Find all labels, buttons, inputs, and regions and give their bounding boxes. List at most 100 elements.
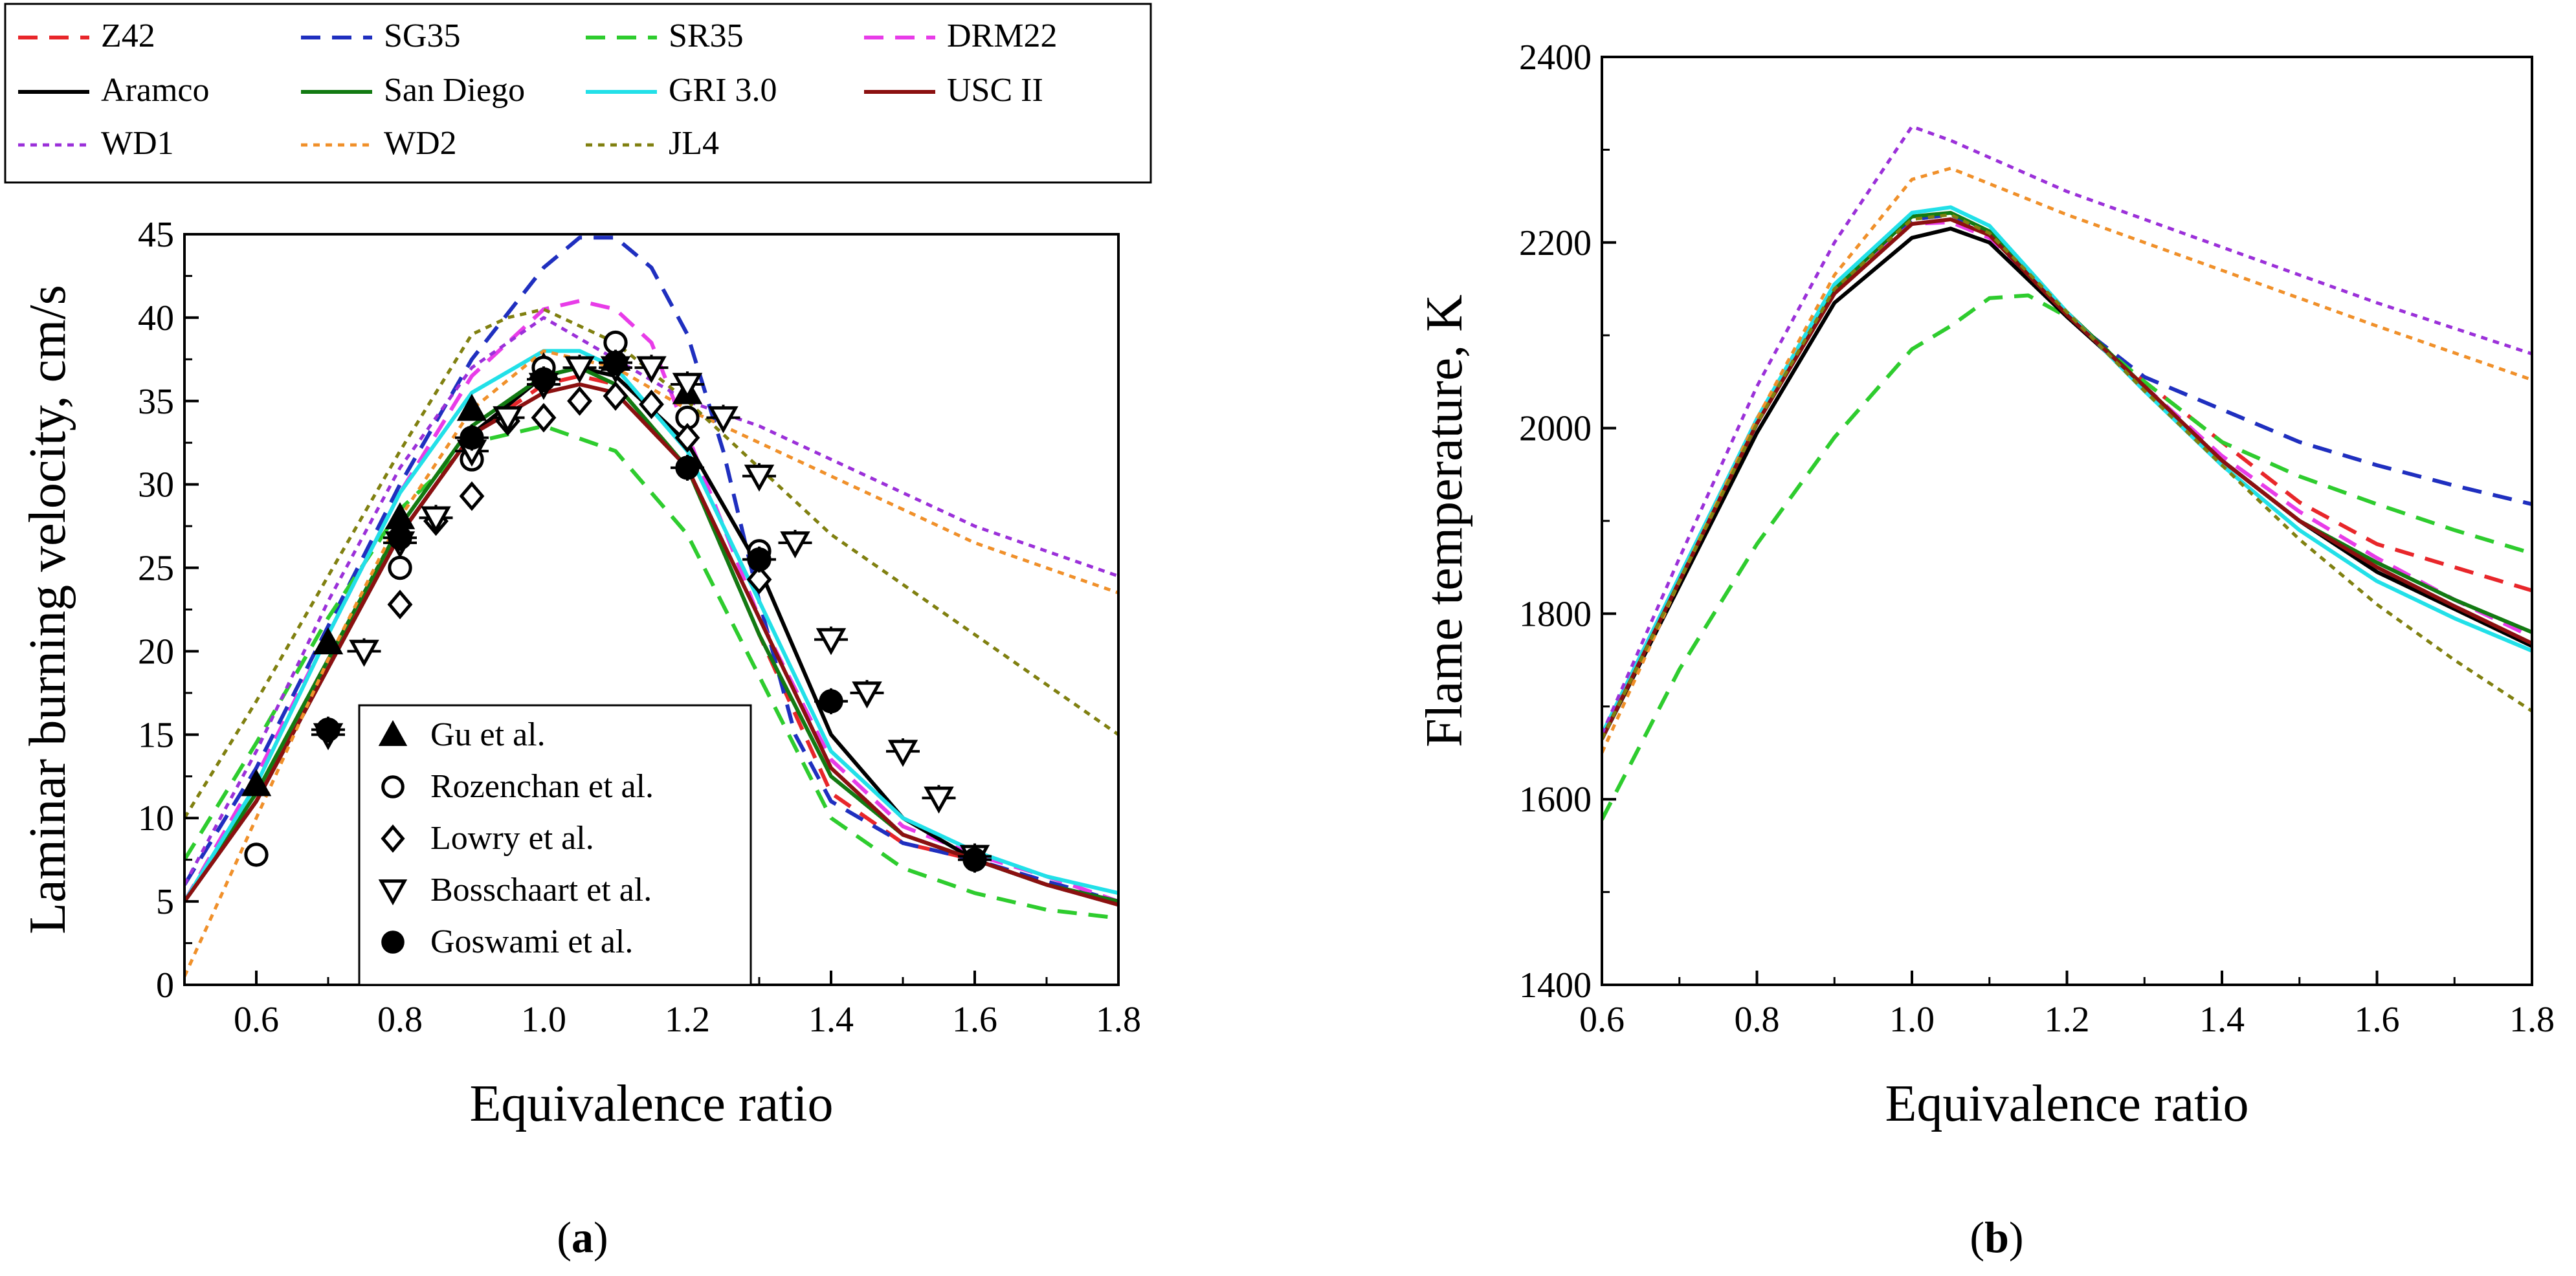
caption-b-letter: b [1984,1213,2009,1262]
panel-a-point-goswami-et-al [675,456,700,480]
panel-a-ytick-label-2: 10 [138,798,174,839]
panel-a-ticks-group: 0.6 0.8 1.0 1.2 1.4 1.6 1.8 0 5 10 15 20 25 30 35 40 45 [138,215,1141,1040]
panel-a-xtick-label-1: 0.8 [377,1000,423,1040]
model-legend-frame [4,3,1152,184]
panel-a-xtick-label-4: 1.4 [808,1000,854,1040]
legend-entry-gri-3-0: GRI 3.0 [586,72,777,109]
panel-b-xtick-label-0: 0.6 [1579,1000,1625,1040]
caption-a: (a) [557,1213,608,1262]
panel-b-series-z42 [1602,212,2532,740]
panel-a-point-goswami-et-al [460,425,484,450]
panel-b-series-sg35 [1602,212,2532,740]
legend-entry-sr35: SR35 [586,17,744,54]
panel-a-point-bosschaart-et-al [887,740,918,767]
panel-a-point-bosschaart-et-al [672,373,703,401]
panel-b-ticks-group: 0.6 0.8 1.0 1.2 1.4 1.6 1.8 1400 1600 1800 2000 220… [1519,38,2555,1040]
legend-label-gri-3-0: GRI 3.0 [669,72,777,109]
panel-a-xtick-label-0: 0.6 [234,1000,279,1040]
panel-a-markers-group [241,330,992,873]
experiment-legend-entry-rozenchan-et-al: Rozenchan et al. [381,768,654,805]
panel-a-x-axis-label: Equivalence ratio [470,1075,834,1132]
caption-a-letter: a [572,1213,594,1262]
panel-b-series-drm22 [1602,220,2532,740]
panel-a-point-bosschaart-et-al [852,681,882,709]
panel-b-chart: 0.6 0.8 1.0 1.2 1.4 1.6 1.8 1400 1600 1800 2000 220… [1416,38,2555,1132]
panel-b-series-usc-ii [1602,217,2532,740]
panel-a-xtick-label-2: 1.0 [521,1000,566,1040]
panel-a-point-goswami-et-al [316,717,340,742]
legend-label-sg35: SG35 [384,17,460,54]
panel-b-y-axis-label: Flame temperature, K [1416,294,1473,747]
panel-a-point-bosschaart-et-al [780,531,810,559]
experiment-legend-marker-bosschaart-et-al [378,879,408,906]
panel-b-ytick-label-5: 2400 [1519,38,1592,78]
legend-label-wd2: WD2 [384,125,457,162]
panel-a-point-bosschaart-et-al [564,356,595,384]
legend-entry-jl4: JL4 [586,125,719,162]
legend-entry-drm22: DRM22 [864,17,1057,54]
panel-b-xtick-label-6: 1.8 [2509,1000,2555,1040]
legend-label-san-diego: San Diego [384,72,525,109]
panel-a-ytick-label-8: 40 [138,298,174,338]
experiment-legend-marker-goswami-et-al [381,930,405,954]
panel-a-series-wd2 [184,349,1118,978]
panel-b-xtick-label-5: 1.6 [2355,1000,2400,1040]
panel-a-point-bosschaart-et-al [708,406,738,434]
legend-entry-san-diego: San Diego [301,72,525,109]
experiment-legend-entry-goswami-et-al: Goswami et al. [381,923,633,960]
panel-b-x-axis-label: Equivalence ratio [1885,1075,2249,1132]
model-legend: Z42 SG35 SR35 DRM22 Aramco San Diego GRI 3.0 US… [4,3,1152,184]
experiment-legend-entry-lowry-et-al: Lowry et al. [381,820,594,857]
panel-a-ytick-label-0: 0 [156,965,174,1006]
panel-a-ytick-label-3: 15 [138,715,174,755]
legend-entry-wd2: WD2 [301,125,457,162]
panel-a-ytick-label-1: 5 [156,882,174,922]
panel-a-ytick-label-9: 45 [138,215,174,255]
panel-a-point-goswami-et-al [747,547,772,572]
panel-b-series-san-diego [1602,210,2532,740]
legend-entry-wd1: WD1 [18,125,174,162]
panel-a-ytick-label-4: 20 [138,632,174,672]
legend-label-drm22: DRM22 [947,17,1057,54]
panel-b-plot-frame [1601,56,2533,986]
experiment-legend-label-bosschaart-et-al: Bosschaart et al. [430,872,652,908]
panel-a-point-bosschaart-et-al [816,628,847,655]
panel-a-y-axis-label: Laminar burning velocity, cm/s [19,285,76,934]
panel-a-xtick-label-6: 1.8 [1096,1000,1141,1040]
panel-a-point-goswami-et-al [388,525,412,550]
panel-b-ytick-label-4: 2200 [1519,223,1592,263]
panel-a-point-goswami-et-al [603,350,628,375]
legend-entry-z42: Z42 [18,17,155,54]
panel-b-series-jl4 [1602,213,2532,740]
experiment-legend-label-rozenchan-et-al: Rozenchan et al. [430,768,654,805]
panel-a-point-lowry-et-al [459,481,485,511]
panel-b-series-aramco [1602,226,2532,740]
legend-label-jl4: JL4 [669,125,719,162]
panel-b-series-gri-3-0 [1602,205,2532,736]
panel-a-point-lowry-et-al [674,423,700,453]
experiment-legend-frame [358,704,752,986]
legend-entry-aramco: Aramco [18,72,209,109]
panel-a-point-goswami-et-al [531,367,556,391]
panel-a-xtick-label-5: 1.6 [952,1000,997,1040]
panel-a-point-bosschaart-et-al [349,639,379,667]
panel-a-point-rozenchan-et-al [388,555,412,580]
panel-b-series-group [1602,125,2532,821]
panel-a-point-goswami-et-al [819,689,843,714]
panel-b-series-sr35 [1602,293,2532,821]
panel-a-chart: 0.6 0.8 1.0 1.2 1.4 1.6 1.8051015202530354045 … [19,215,1141,1132]
panel-a-point-bosschaart-et-al [493,406,523,434]
panel-b-series-wd1 [1602,125,2532,735]
legend-label-aramco: Aramco [101,72,209,109]
experiment-legend-entry-gu-et-al: Gu et al. [378,716,546,753]
panel-a-point-lowry-et-al [387,589,413,620]
experiment-legend-entry-bosschaart-et-al: Bosschaart et al. [378,872,652,908]
panel-b-xtick-label-3: 1.2 [2045,1000,2090,1040]
panel-a-ytick-label-6: 30 [138,465,174,505]
caption-b: (b) [1970,1213,2023,1262]
panel-a-point-rozenchan-et-al [244,842,269,867]
panel-a-ytick-label-5: 25 [138,549,174,589]
panel-a-point-lowry-et-al [603,381,628,411]
panel-a-experiment-legend: Gu et al. Rozenchan et al. Lowry et al. Bos… [358,704,752,986]
